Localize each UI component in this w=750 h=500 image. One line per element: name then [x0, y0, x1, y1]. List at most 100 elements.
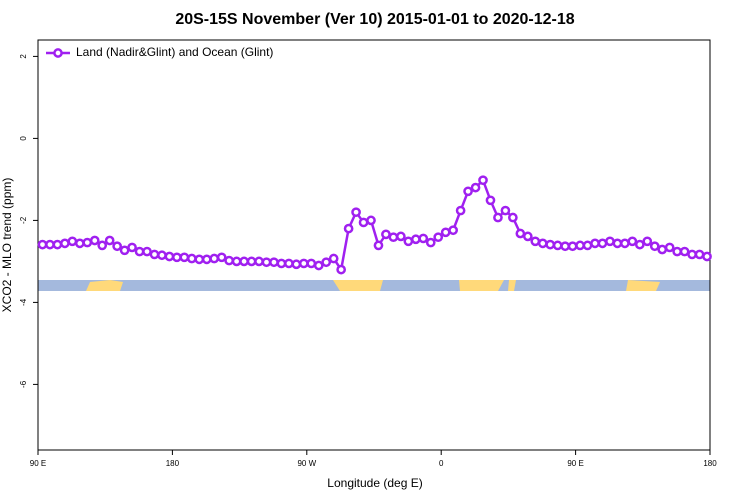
data-point [642, 236, 653, 247]
data-point [470, 182, 481, 193]
data-point [52, 239, 63, 250]
data-point [530, 236, 541, 247]
data-point [403, 236, 414, 247]
data-point [612, 238, 623, 249]
data-point [97, 240, 108, 251]
data-point [425, 237, 436, 248]
y-tick-label: -2 [19, 216, 28, 224]
x-tick-label: 90 E [30, 459, 46, 468]
data-point [388, 232, 399, 243]
data-point [351, 207, 361, 218]
data-point [306, 258, 317, 269]
data-point [298, 258, 309, 269]
data-point [216, 252, 227, 263]
y-tick-label: 0 [19, 136, 28, 141]
data-point [194, 254, 205, 265]
data-point [254, 256, 264, 267]
data-point [702, 251, 712, 262]
data-point [493, 212, 503, 223]
data-point [373, 240, 384, 251]
data-point [179, 252, 190, 263]
data-point [448, 225, 458, 236]
data-point [396, 231, 406, 242]
data-point [149, 249, 160, 260]
data-point [157, 250, 167, 261]
data-point [37, 239, 48, 250]
x-tick-label: 180 [166, 459, 180, 468]
data-point [418, 233, 429, 244]
data-point [261, 257, 272, 268]
data-point [336, 264, 346, 275]
data-point [567, 241, 578, 252]
data-point [358, 217, 369, 228]
data-point [522, 231, 533, 242]
series-line [42, 177, 708, 273]
data-point [172, 252, 182, 263]
data-point [201, 254, 212, 265]
land-patch [508, 280, 516, 291]
data-point [537, 238, 548, 249]
data-point [321, 257, 332, 268]
data-point [687, 249, 697, 260]
data-point [313, 260, 324, 271]
data-point [112, 241, 122, 252]
data-point [381, 229, 391, 240]
data-point [74, 238, 85, 249]
data-point [231, 256, 242, 267]
data-point [575, 240, 585, 251]
data-point [627, 236, 638, 247]
data-point [410, 234, 421, 245]
land-patch [86, 280, 123, 291]
data-point [560, 241, 570, 252]
legend-marker [53, 48, 63, 58]
data-point [634, 239, 645, 250]
data-point [433, 232, 444, 243]
data-point [89, 235, 100, 246]
data-point [67, 236, 78, 247]
land-patch [459, 280, 504, 291]
data-point [164, 251, 175, 262]
data-point [127, 242, 137, 253]
x-tick-label: 180 [703, 459, 717, 468]
data-point [515, 228, 526, 239]
data-point [620, 238, 630, 249]
data-point [276, 258, 287, 269]
chart-title: 20S-15S November (Ver 10) 2015-01-01 to … [175, 11, 574, 28]
data-point [209, 253, 220, 264]
data-point [657, 244, 668, 255]
data-point [343, 223, 354, 234]
data-point [119, 245, 130, 256]
y-tick-label: -4 [19, 298, 28, 306]
data-point [224, 255, 234, 266]
data-point [672, 246, 682, 257]
data-point [239, 256, 249, 267]
data-point [485, 195, 496, 206]
legend-label: Land (Nadir&Glint) and Ocean (Glint) [76, 45, 273, 59]
data-point [104, 235, 115, 246]
data-point [328, 253, 339, 264]
data-point [134, 246, 145, 257]
x-tick-label: 0 [439, 459, 444, 468]
data-point [440, 227, 451, 238]
land-patch [333, 280, 383, 291]
land-patch [626, 280, 660, 291]
y-tick-label: -6 [19, 380, 28, 388]
data-point [552, 240, 563, 251]
data-point [590, 238, 600, 249]
x-axis-title: Longitude (deg E) [327, 476, 422, 490]
data-point [664, 242, 675, 253]
data-point [284, 258, 294, 269]
data-point [142, 246, 152, 257]
y-tick-label: 2 [19, 54, 28, 59]
x-tick-label: 90 E [567, 459, 583, 468]
data-point [679, 246, 690, 257]
data-point [463, 186, 473, 197]
data-point [269, 257, 279, 268]
data-point [366, 215, 376, 226]
data-point [582, 240, 593, 251]
data-point [246, 256, 257, 267]
data-point [455, 205, 466, 216]
y-axis-title: XCO2 - MLO trend (ppm) [0, 178, 14, 313]
data-point [45, 239, 55, 250]
